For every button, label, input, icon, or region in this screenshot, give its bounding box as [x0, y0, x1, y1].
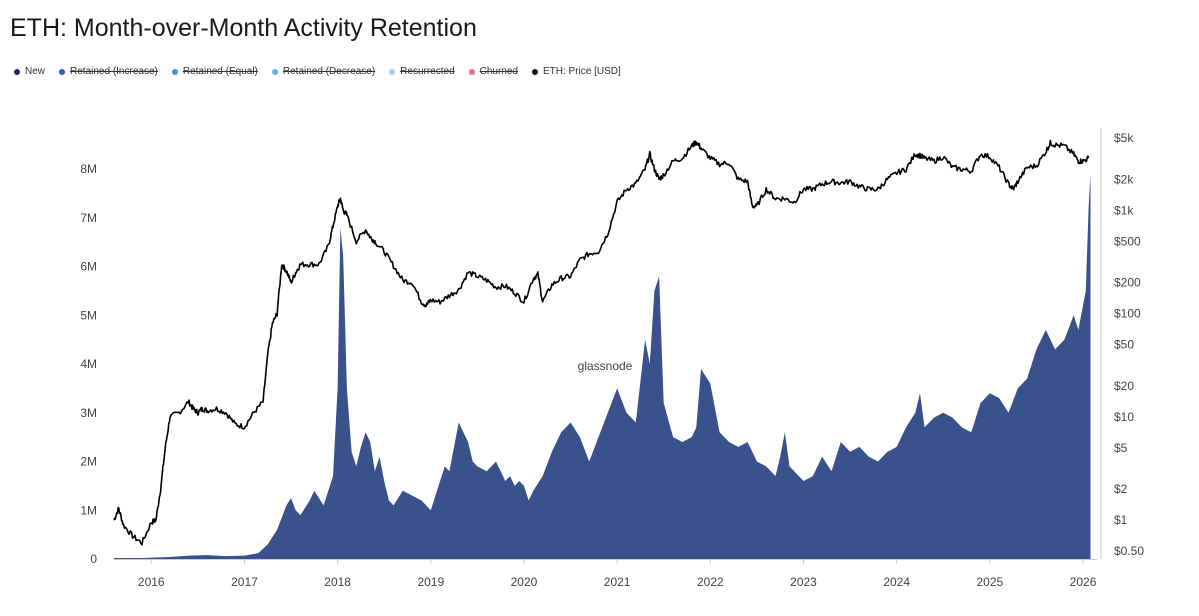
- legend-label: ETH: Price [USD]: [542, 66, 621, 77]
- legend-item-new[interactable]: New: [14, 66, 45, 77]
- legend-item-resurrected[interactable]: Resurrected: [389, 66, 455, 77]
- y-left-tick-label: 4M: [80, 357, 97, 371]
- y-right-tick-label: $50: [1114, 338, 1134, 352]
- x-tick-label: 2019: [417, 575, 444, 589]
- y-right-tick-label: $200: [1114, 276, 1141, 290]
- legend-dot-icon: [14, 68, 20, 75]
- legend-item-retained-increase[interactable]: Retained (Increase): [59, 66, 158, 77]
- x-tick-label: 2026: [1070, 575, 1097, 589]
- y-left-tick-label: 3M: [80, 406, 97, 420]
- legend-dot-icon: [59, 68, 66, 75]
- legend-dot-icon: [389, 68, 396, 75]
- x-tick-label: 2025: [976, 575, 1003, 589]
- legend-label: Resurrected: [400, 66, 455, 77]
- y-left-tick-label: 6M: [80, 260, 97, 274]
- y-right-tick-label: $2: [1114, 482, 1128, 496]
- legend-dot-icon: [271, 68, 278, 75]
- y-right-tick-label: $10: [1114, 410, 1134, 424]
- legend-item-retained-decrease[interactable]: Retained (Decrease): [271, 66, 376, 77]
- legend-item-retained-equal[interactable]: Retained (Equal): [171, 66, 258, 77]
- x-tick-label: 2024: [883, 575, 910, 589]
- x-tick-label: 2021: [604, 575, 631, 589]
- legend-label: Retained (Equal): [182, 66, 258, 77]
- y-left-tick-label: 0: [90, 552, 97, 566]
- x-tick-label: 2017: [231, 575, 258, 589]
- y-right-tick-label: $2k: [1114, 172, 1134, 186]
- y-left-tick-label: 8M: [80, 162, 97, 176]
- legend-item-eth-price[interactable]: ETH: Price [USD]: [531, 66, 621, 77]
- legend-dot-icon: [171, 68, 178, 75]
- legend-label: New: [25, 66, 46, 77]
- y-right-tick-label: $0.50: [1114, 544, 1144, 558]
- y-right-tick-label: $1: [1114, 513, 1128, 527]
- legend-label: Churned: [479, 66, 518, 77]
- y-right-tick-label: $1k: [1114, 203, 1134, 217]
- x-tick-label: 2016: [138, 575, 165, 589]
- y-left-tick-label: 5M: [80, 308, 97, 322]
- legend: New Retained (Increase) Retained (Equal)…: [14, 66, 621, 77]
- y-right-tick-label: $20: [1114, 379, 1134, 393]
- y-right-tick-label: $500: [1114, 234, 1141, 248]
- new-addresses-area: [114, 173, 1091, 559]
- y-left-tick-label: 2M: [80, 455, 97, 469]
- watermark-logo: glassnode: [578, 359, 633, 373]
- legend-label: Retained (Increase): [70, 66, 158, 77]
- legend-label: Retained (Decrease): [282, 66, 376, 77]
- y-left-tick-label: 1M: [80, 503, 97, 517]
- y-right-tick-label: $5k: [1114, 131, 1134, 145]
- y-right-tick-label: $5: [1114, 441, 1128, 455]
- x-tick-label: 2022: [697, 575, 724, 589]
- y-right-tick-label: $100: [1114, 307, 1141, 321]
- legend-item-churned[interactable]: Churned: [468, 66, 518, 77]
- chart-title: ETH: Month-over-Month Activity Retention: [10, 14, 477, 42]
- legend-dot-icon: [468, 68, 475, 75]
- x-tick-label: 2018: [324, 575, 351, 589]
- y-left-tick-label: 7M: [80, 211, 97, 225]
- x-tick-label: 2020: [511, 575, 538, 589]
- x-tick-label: 2023: [790, 575, 817, 589]
- eth-price-line: [113, 139, 1090, 546]
- legend-dot-icon: [531, 68, 538, 75]
